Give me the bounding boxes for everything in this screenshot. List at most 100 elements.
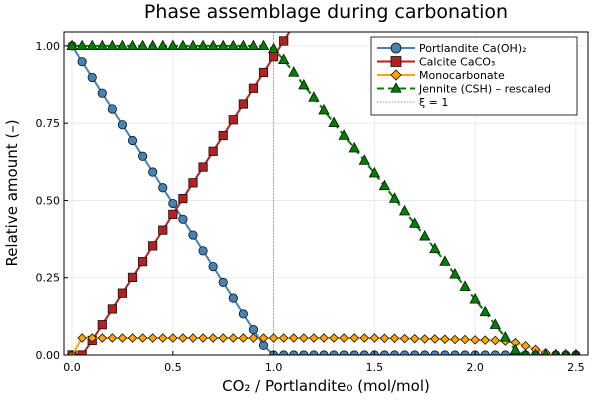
y-tick-label: 0.25 [36,272,61,285]
square-marker [218,130,228,141]
triangle-marker [167,39,179,51]
triangle-marker [459,280,471,291]
diamond-marker [349,333,359,343]
square-marker [97,320,107,330]
square-marker [238,99,248,109]
square-marker [148,241,158,251]
triangle-marker [86,39,98,51]
square-marker [198,162,208,172]
square-marker [268,52,279,62]
triangle-marker [227,39,239,51]
triangle-marker [358,154,370,165]
circle-marker [138,151,148,161]
triangle-marker [499,331,512,342]
circle-marker [390,42,402,54]
triangle-marker [136,39,149,51]
x-tick-label: 0.5 [164,361,182,374]
triangle-marker [562,348,570,355]
axis-ticks: 0.0 0.5 1.0 1.5 2.0 2.5 0.00 0.25 0.50 0.75 1.00 [36,40,585,374]
diamond-marker [107,333,118,343]
diamond-marker [369,333,380,343]
square-marker [258,67,269,78]
diamond-marker [299,333,309,343]
circle-marker [228,293,238,303]
triangle-marker [449,267,461,279]
diamond-marker [399,333,410,344]
y-tick-label: 0.50 [36,194,61,207]
circle-marker [117,120,128,130]
y-tick-label: 0.75 [36,117,61,130]
triangle-marker [237,39,250,51]
diamond-marker [117,333,128,343]
circle-marker [238,309,248,319]
diamond-marker [389,333,400,344]
triangle-marker [419,229,431,241]
circle-marker [97,88,107,98]
triangle-marker [278,53,290,64]
circle-marker [218,277,228,287]
triangle-marker [522,348,529,355]
series-line [71,45,576,355]
diamond-marker [278,333,289,343]
triangle-marker [479,305,491,317]
triangle-marker [106,39,119,51]
diamond-marker [157,333,168,343]
y-axis-label: Relative amount (–) [3,119,21,266]
circle-marker [127,135,138,146]
diamond-marker [147,333,158,343]
diamond-marker [309,333,319,343]
diamond-marker [188,333,198,343]
diamond-marker [419,334,430,344]
x-tick-label: 2.5 [567,361,585,374]
triangle-marker [157,39,169,51]
diamond-marker [440,334,450,345]
triangle-marker [532,348,540,355]
circle-marker [248,325,259,335]
triangle-marker [348,141,360,153]
diamond-marker [248,333,259,343]
series-triangle [66,39,580,355]
square-marker [248,83,259,93]
y-tick-label: 0.00 [36,349,61,362]
triangle-marker [217,39,229,51]
triangle-marker [318,103,330,115]
diamond-marker [168,333,178,343]
diamond-marker [178,333,188,343]
triangle-marker [338,129,350,140]
triangle-marker [66,39,78,51]
triangle-marker [247,39,260,51]
square-marker [228,115,238,125]
triangle-marker [409,217,421,228]
triangle-marker [469,293,481,304]
plot-frame [63,31,589,356]
legend-label: Jennite (CSH) – rescaled [418,83,551,96]
square-marker [390,56,402,67]
square-marker [158,225,168,235]
diamond-marker [470,335,480,345]
circle-marker [208,261,218,272]
triangle-marker [439,255,451,266]
triangle-marker [147,39,159,51]
triangle-marker [542,348,550,355]
chart-title: Phase assemblage during carbonation [144,1,508,23]
diamond-marker [329,333,339,343]
triangle-marker [126,39,139,51]
series-group [66,32,581,355]
diamond-marker [450,334,460,345]
x-tick-label: 2.0 [466,361,484,374]
diamond-marker [390,69,402,81]
triangle-marker [308,91,320,102]
diamond-marker [480,335,490,345]
diamond-marker [460,334,470,345]
legend-label: Monocarbonate [419,69,505,82]
diamond-marker [218,333,228,343]
triangle-marker [489,318,501,329]
diamond-marker [238,333,249,343]
circle-marker [188,230,198,240]
diamond-marker [137,333,148,343]
diamond-marker [288,333,299,343]
diamond-marker [228,333,239,343]
diamond-marker [258,333,269,343]
